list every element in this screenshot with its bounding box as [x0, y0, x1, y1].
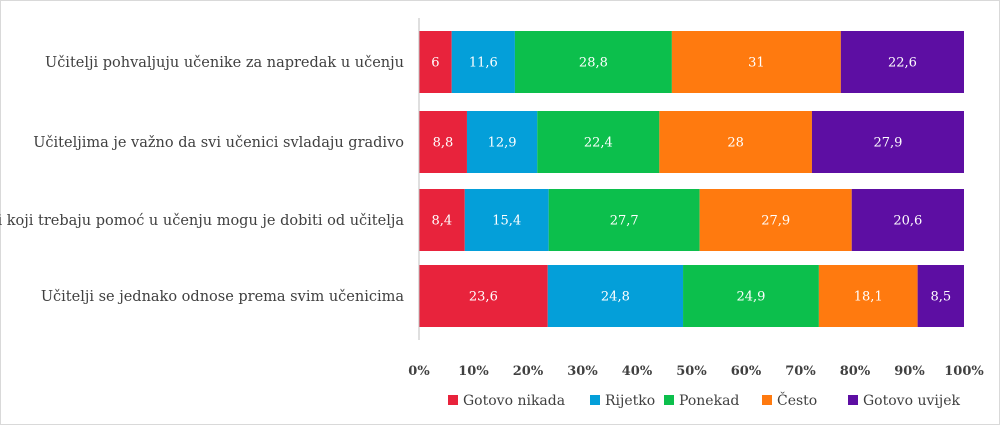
- bar-segment: [851, 189, 964, 251]
- data-label: 11,6: [469, 56, 498, 71]
- data-label: 6: [431, 56, 439, 71]
- legend-swatch: [762, 395, 772, 405]
- data-label: 24,8: [601, 290, 630, 305]
- bar-segment: [419, 31, 452, 93]
- data-label: 23,6: [469, 290, 498, 305]
- legend-swatch: [590, 395, 600, 405]
- data-label: 8,8: [433, 136, 454, 151]
- data-label: 8,5: [930, 290, 951, 305]
- category-labels: Učitelji pohvaljuju učenike za napredak …: [0, 55, 404, 305]
- bar-segment: [671, 31, 841, 93]
- x-tick-label: 80%: [840, 364, 871, 379]
- data-label: 28: [727, 136, 744, 151]
- data-label: 28,8: [579, 56, 608, 71]
- data-label: 8,4: [432, 214, 453, 229]
- category-label: Učitelji se jednako odnose prema svim uč…: [41, 289, 405, 305]
- legend-label: Gotovo nikada: [463, 393, 565, 409]
- legend-swatch: [664, 395, 674, 405]
- bar-segment: [419, 189, 465, 251]
- bar-segment: [514, 31, 672, 93]
- bars-layer: 6 11,6 28,8 31 22,6 8,8 12,9 22,4 28 27,9 8,4 15,4 2…: [419, 31, 964, 327]
- x-tick-label: 20%: [513, 364, 544, 379]
- category-label: Učiteljima je važno da svi učenici svlad…: [33, 135, 404, 151]
- x-tick-label: 70%: [785, 364, 816, 379]
- bar-segment: [840, 31, 964, 93]
- bar-segment: [419, 265, 548, 327]
- data-label: 27,9: [873, 136, 902, 151]
- data-label: 24,9: [736, 290, 765, 305]
- x-tick-label: 60%: [731, 364, 762, 379]
- data-label: 27,9: [761, 214, 790, 229]
- x-tick-label: 30%: [567, 364, 598, 379]
- data-label: 15,4: [492, 214, 521, 229]
- data-label: 31: [748, 56, 765, 71]
- bar-segment: [811, 111, 964, 173]
- bar-segment: [683, 265, 819, 327]
- bar-segment: [464, 189, 549, 251]
- x-tick-labels: 0% 10% 20% 30% 40% 50% 60% 70% 80% 90% 100%: [408, 364, 984, 379]
- data-label: 22,6: [888, 56, 917, 71]
- data-label: 20,6: [893, 214, 922, 229]
- bar-segment: [699, 189, 852, 251]
- bar-segment: [451, 31, 515, 93]
- x-tick-label: 50%: [676, 364, 707, 379]
- bar-segment: [659, 111, 812, 173]
- x-tick-label: 0%: [408, 364, 430, 379]
- bar-segment: [547, 265, 684, 327]
- legend-swatch: [448, 395, 458, 405]
- bar-segment: [537, 111, 660, 173]
- legend-label: Rijetko: [605, 393, 655, 409]
- data-label: 22,4: [584, 136, 613, 151]
- data-label: 27,7: [610, 214, 639, 229]
- bar-segment: [466, 111, 538, 173]
- data-label: 12,9: [488, 136, 517, 151]
- legend: Gotovo nikada Rijetko Ponekad Često Gotovo u…: [448, 391, 960, 409]
- bar-segment: [548, 189, 700, 251]
- legend-label: Gotovo uvijek: [863, 393, 960, 409]
- legend-swatch: [848, 395, 858, 405]
- x-tick-label: 90%: [894, 364, 925, 379]
- legend-label: Često: [777, 391, 817, 409]
- x-tick-label: 40%: [622, 364, 653, 379]
- data-label: 18,1: [854, 290, 883, 305]
- bar-segment: [818, 265, 918, 327]
- legend-label: Ponekad: [679, 393, 739, 409]
- category-label: Učenici koji trebaju pomoć u učenju mogu…: [0, 213, 404, 229]
- x-tick-label: 10%: [458, 364, 489, 379]
- category-label: Učitelji pohvaljuju učenike za napredak …: [45, 55, 404, 71]
- bar-segment: [917, 265, 964, 327]
- x-tick-label: 100%: [944, 364, 984, 379]
- bar-segment: [419, 111, 467, 173]
